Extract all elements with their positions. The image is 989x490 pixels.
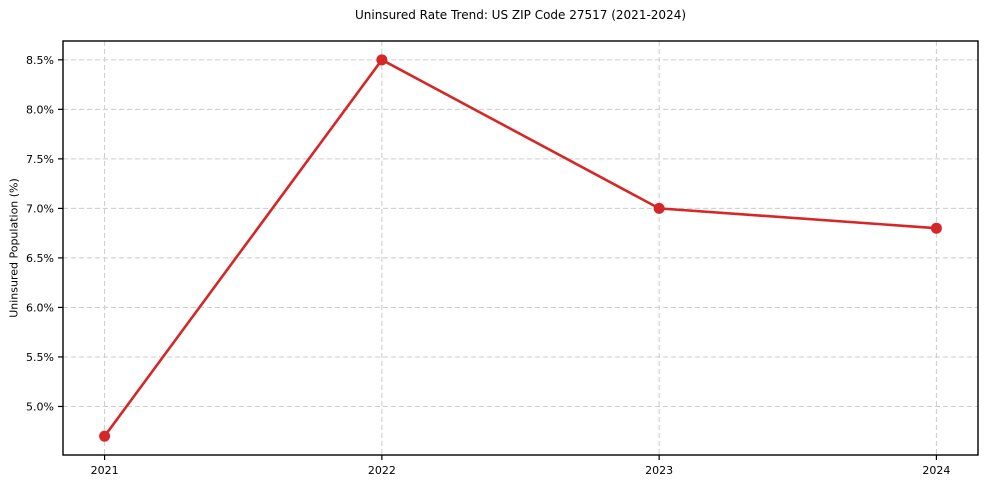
chart-title: Uninsured Rate Trend: US ZIP Code 27517 … <box>354 8 687 22</box>
data-point-marker <box>930 222 942 234</box>
y-tick-label: 8.5% <box>26 54 54 67</box>
y-tick-label: 7.5% <box>26 153 54 166</box>
trend-line <box>103 58 937 437</box>
data-point-marker <box>653 202 665 214</box>
y-tick-label: 8.0% <box>26 103 54 116</box>
y-tick-label: 5.0% <box>26 400 54 413</box>
plot-border <box>62 40 979 456</box>
y-tick-label: 6.5% <box>26 252 54 265</box>
x-tick-label: 2022 <box>368 464 396 477</box>
y-tick-label: 7.0% <box>26 202 54 215</box>
x-tick-label: 2024 <box>922 464 950 477</box>
data-point-marker <box>376 54 388 66</box>
data-point-marker <box>99 430 111 442</box>
y-tick-label: 6.0% <box>26 301 54 314</box>
y-axis-label: Uninsured Population (%) <box>7 178 21 318</box>
x-tick-label: 2023 <box>645 464 673 477</box>
y-tick-label: 5.5% <box>26 351 54 364</box>
x-tick-label: 2021 <box>91 464 119 477</box>
